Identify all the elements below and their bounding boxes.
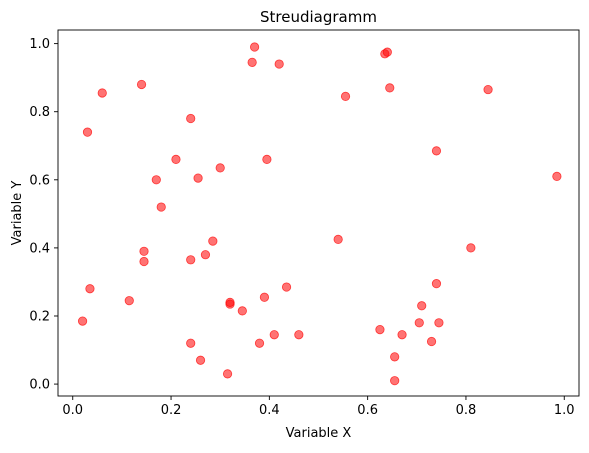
y-tick-label: 0.4 (29, 241, 50, 256)
y-tick-label: 1.0 (29, 37, 50, 52)
x-tick-label: 0.2 (161, 403, 182, 418)
data-point (151, 175, 161, 185)
data-point (385, 83, 395, 93)
data-point (340, 91, 351, 101)
data-point (215, 163, 225, 173)
data-point (466, 243, 476, 253)
data-point (431, 279, 442, 289)
data-point (77, 316, 88, 326)
data-point (382, 47, 392, 57)
data-point (171, 154, 181, 164)
data-point (281, 282, 292, 292)
x-tick-label: 0.0 (62, 403, 83, 418)
plot-frame (57, 29, 580, 397)
data-point (426, 336, 437, 347)
data-point (552, 171, 562, 181)
data-point (431, 146, 442, 156)
y-tick-label: 0.6 (29, 173, 50, 188)
data-point (186, 113, 196, 124)
y-axis-ticks: 0.0 0.2 0.4 0.6 0.8 1.0 (29, 37, 58, 393)
data-point (200, 250, 211, 260)
data-point (390, 376, 400, 386)
data-point (254, 338, 265, 348)
x-axis-label: Variable X (286, 426, 352, 441)
data-point (225, 297, 235, 307)
data-point (333, 234, 343, 244)
data-points (77, 42, 562, 386)
data-point (414, 318, 424, 328)
data-point (269, 330, 279, 340)
x-tick-label: 1.0 (554, 403, 575, 418)
chart-title: Streudiagramm (260, 8, 377, 26)
data-point (85, 284, 95, 294)
data-point (82, 127, 93, 137)
data-point (294, 330, 304, 340)
y-axis-label: Variable Y (10, 181, 25, 246)
data-point (417, 301, 427, 311)
data-point (250, 42, 260, 52)
data-point (139, 246, 149, 256)
data-point (247, 57, 257, 67)
data-point (208, 236, 218, 246)
x-tick-label: 0.6 (357, 403, 378, 418)
data-point (397, 330, 407, 340)
data-point (124, 296, 134, 306)
data-point (139, 256, 149, 267)
data-point (237, 306, 247, 316)
x-axis-ticks: 0.0 0.2 0.4 0.6 0.8 1.0 (62, 396, 575, 418)
data-point (262, 154, 272, 164)
data-point (186, 338, 196, 348)
y-tick-label: 0.8 (29, 105, 50, 120)
data-point (186, 255, 196, 265)
data-point (259, 292, 270, 302)
y-tick-label: 0.0 (29, 378, 50, 393)
x-tick-label: 0.8 (456, 403, 477, 418)
data-point (390, 352, 400, 362)
data-point (222, 369, 233, 379)
data-point (156, 202, 166, 212)
y-tick-label: 0.2 (29, 309, 50, 324)
data-point (274, 59, 284, 69)
x-tick-label: 0.4 (259, 403, 280, 418)
data-point (483, 84, 493, 95)
data-point (193, 173, 203, 183)
data-point (195, 355, 206, 365)
data-point (97, 88, 107, 98)
data-point (136, 79, 147, 90)
data-point (434, 318, 444, 328)
data-point (375, 325, 385, 335)
